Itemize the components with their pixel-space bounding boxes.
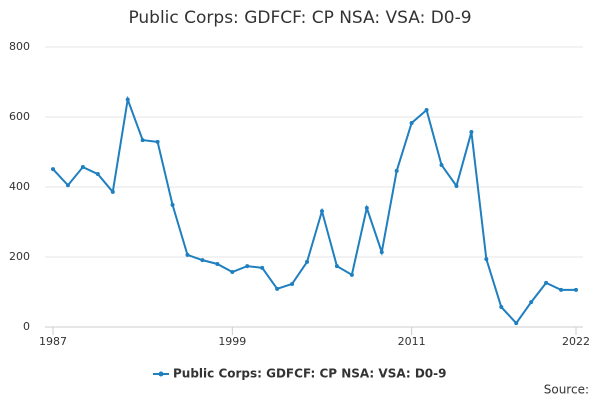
data-point bbox=[439, 162, 444, 167]
data-point bbox=[424, 108, 429, 112]
data-point bbox=[155, 139, 160, 144]
data-point bbox=[125, 97, 130, 102]
data-point bbox=[80, 165, 85, 170]
data-point bbox=[305, 259, 310, 264]
data-point bbox=[574, 287, 578, 292]
data-point bbox=[409, 120, 414, 125]
data-point bbox=[379, 250, 384, 255]
series-line bbox=[52, 95, 576, 325]
legend-marker bbox=[158, 371, 164, 377]
data-point bbox=[51, 167, 55, 172]
data-point bbox=[260, 265, 265, 270]
data-point bbox=[200, 258, 205, 263]
x-tick-label: 2011 bbox=[398, 335, 426, 348]
data-point bbox=[559, 287, 564, 292]
data-point bbox=[245, 264, 250, 269]
data-point bbox=[170, 202, 175, 207]
data-point bbox=[394, 168, 399, 173]
y-tick-label: 400 bbox=[9, 180, 30, 193]
data-point bbox=[65, 183, 70, 188]
data-point bbox=[469, 130, 474, 135]
x-tick-label: 2022 bbox=[562, 335, 590, 348]
data-point bbox=[275, 286, 280, 291]
y-tick-label: 200 bbox=[9, 250, 30, 263]
data-point bbox=[454, 183, 459, 188]
data-point bbox=[514, 321, 519, 326]
source: Source: bbox=[544, 383, 589, 397]
data-point bbox=[290, 281, 295, 286]
y-tick-label: 0 bbox=[23, 320, 30, 333]
data-point bbox=[215, 262, 220, 266]
data-point bbox=[349, 272, 354, 277]
data-point bbox=[499, 305, 504, 310]
data-point bbox=[110, 189, 115, 194]
data-point bbox=[544, 280, 549, 285]
x-tick-label: 1987 bbox=[39, 335, 67, 348]
data-point bbox=[230, 270, 235, 275]
y-tick-label: 600 bbox=[9, 110, 30, 123]
chart-title: Public Corps: GDFCF: CP NSA: VSA: D0-9 bbox=[128, 8, 471, 28]
data-point bbox=[529, 300, 534, 305]
x-tick-label: 1999 bbox=[218, 335, 246, 348]
y-tick-label: 800 bbox=[9, 40, 30, 53]
data-point bbox=[140, 138, 145, 143]
data-point bbox=[319, 209, 324, 214]
data-point bbox=[484, 257, 489, 262]
data-point bbox=[334, 264, 339, 269]
data-point bbox=[95, 172, 100, 177]
legend-label: Public Corps: GDFCF: CP NSA: VSA: D0-9 bbox=[173, 367, 446, 381]
data-point bbox=[185, 252, 190, 257]
data-point bbox=[364, 206, 369, 210]
